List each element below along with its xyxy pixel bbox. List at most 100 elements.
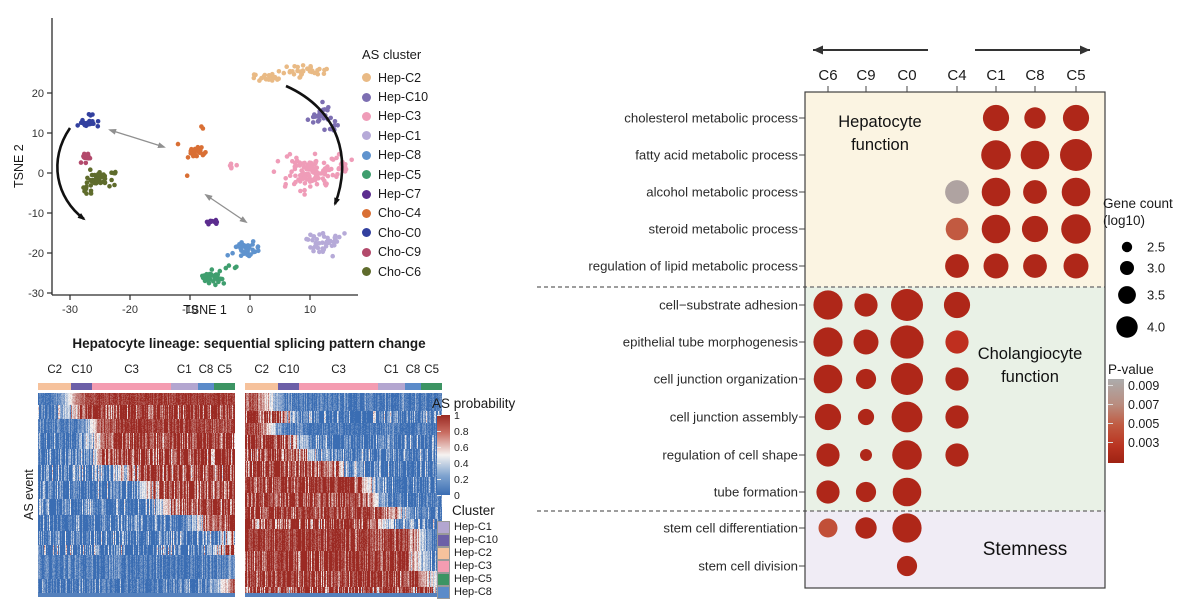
legend-swatch-Hep-C5 bbox=[362, 170, 371, 180]
tsne-point bbox=[107, 184, 112, 189]
as-probability-tick-mark bbox=[437, 462, 441, 464]
p-value-tick-mark bbox=[1108, 423, 1113, 424]
tsne-point bbox=[322, 127, 327, 133]
tsne-point bbox=[283, 181, 289, 187]
tsne-point bbox=[283, 176, 289, 181]
p-value-legend-title: P-value bbox=[1108, 362, 1154, 377]
tsne-point bbox=[95, 119, 101, 124]
gene-count-legend-dot bbox=[1116, 316, 1138, 338]
tsne-point bbox=[234, 162, 239, 168]
heatmap-column-label: C1 bbox=[176, 364, 192, 376]
tsne-point bbox=[221, 281, 227, 286]
tsne-point bbox=[300, 63, 306, 68]
tsne-point bbox=[349, 157, 355, 163]
legend-item: Hep-C3 bbox=[362, 107, 428, 126]
legend-label: Cho-C0 bbox=[378, 225, 422, 240]
cluster-legend-swatch bbox=[437, 560, 450, 573]
legend-swatch-Hep-C2 bbox=[362, 73, 371, 83]
tsne-point bbox=[308, 184, 313, 189]
tsne-point bbox=[89, 178, 95, 184]
tsne-point bbox=[332, 119, 338, 124]
tsne-point bbox=[109, 177, 114, 183]
cluster-legend-title: Cluster bbox=[452, 503, 495, 518]
legend-swatch-Cho-C4 bbox=[362, 208, 371, 218]
tsne-point bbox=[86, 112, 92, 117]
legend-label: Hep-C2 bbox=[378, 70, 422, 85]
tsne-x-tick-label: -30 bbox=[62, 304, 78, 316]
tsne-point bbox=[302, 181, 308, 186]
cluster-legend-swatch bbox=[437, 573, 450, 586]
cluster-legend-label: Hep-C8 bbox=[454, 586, 492, 598]
tsne-point bbox=[314, 114, 320, 119]
tsne-point bbox=[250, 247, 255, 253]
tsne-cluster-Cho-C9 bbox=[78, 151, 93, 166]
tsne-point bbox=[320, 246, 325, 251]
tsne-point bbox=[311, 248, 316, 254]
tsne-cluster-Hep-C10 bbox=[305, 99, 341, 133]
legend-label: Hep-C7 bbox=[378, 187, 422, 202]
tsne-point bbox=[209, 267, 215, 272]
tsne-point bbox=[102, 180, 108, 185]
dot bbox=[890, 325, 924, 359]
tsne-point bbox=[293, 179, 298, 185]
tsne-point bbox=[317, 171, 323, 176]
tsne-cluster-Hep-C5 bbox=[200, 263, 239, 288]
gene-count-legend-dot bbox=[1121, 241, 1133, 253]
tsne-point bbox=[310, 237, 315, 243]
tsne-axes: 20 10 0 -10 -20 -30 -30 -20 -10 0 10 bbox=[28, 18, 358, 316]
p-value-tick-label: 0.009 bbox=[1128, 379, 1160, 393]
tsne-point bbox=[317, 232, 322, 237]
tsne-point bbox=[184, 173, 190, 178]
dot bbox=[860, 449, 872, 461]
dot bbox=[813, 290, 843, 320]
gene-count-legend-dot bbox=[1120, 261, 1134, 275]
tsne-point bbox=[218, 276, 223, 282]
tsne-point bbox=[234, 264, 239, 270]
legend-item: Cho-C9 bbox=[362, 243, 428, 262]
dot bbox=[892, 477, 922, 507]
tsne-point bbox=[297, 160, 303, 165]
dot bbox=[816, 443, 840, 467]
tsne-x-tick-label: -10 bbox=[182, 304, 198, 316]
dot bbox=[981, 177, 1011, 207]
section-bg bbox=[805, 511, 1105, 588]
tsne-point bbox=[88, 191, 94, 196]
dot bbox=[981, 140, 1011, 170]
tsne-point bbox=[330, 157, 336, 162]
dot bbox=[1061, 214, 1091, 244]
as-probability-colorbar bbox=[437, 415, 450, 495]
dotplot-column-label: C4 bbox=[947, 67, 966, 84]
tsne-point bbox=[337, 234, 342, 240]
tsne-trajectory-arrows bbox=[56, 84, 344, 224]
legend-swatch-Hep-C8 bbox=[362, 150, 371, 160]
tsne-point bbox=[255, 245, 261, 250]
dot bbox=[945, 330, 969, 354]
tsne-y-axis-label: TSNE 2 bbox=[12, 144, 26, 188]
tsne-point bbox=[302, 192, 307, 197]
tsne-point bbox=[226, 263, 232, 268]
legend-swatch-Hep-C7 bbox=[362, 189, 371, 199]
dot bbox=[853, 329, 879, 355]
dotplot-row-label: stem cell differentiation bbox=[663, 521, 798, 536]
tsne-point bbox=[326, 105, 331, 110]
tsne-cluster-Cho-C4 bbox=[175, 124, 208, 178]
tsne-point bbox=[81, 185, 86, 190]
tsne-point bbox=[239, 240, 244, 245]
tsne-point bbox=[192, 146, 198, 152]
legend-label: Cho-C6 bbox=[378, 264, 422, 279]
tsne-point bbox=[302, 160, 307, 166]
tsne-point bbox=[238, 253, 244, 258]
heatmap-left-panel bbox=[38, 383, 235, 597]
tsne-point bbox=[315, 68, 320, 73]
tsne-cluster-Cho-C6 bbox=[81, 167, 118, 196]
as-probability-tick-mark bbox=[437, 494, 441, 496]
tsne-legend-title: AS cluster bbox=[362, 47, 422, 62]
p-value-tick-label: 0.005 bbox=[1128, 417, 1160, 431]
heatmap-column-label: C3 bbox=[124, 364, 139, 376]
gene-count-legend-dot bbox=[1118, 286, 1136, 304]
dotplot-row-label: cell junction assembly bbox=[670, 410, 799, 425]
dot bbox=[943, 291, 971, 319]
tsne-point bbox=[85, 120, 91, 126]
tsne-point bbox=[308, 245, 313, 250]
tsne-point bbox=[266, 73, 272, 78]
